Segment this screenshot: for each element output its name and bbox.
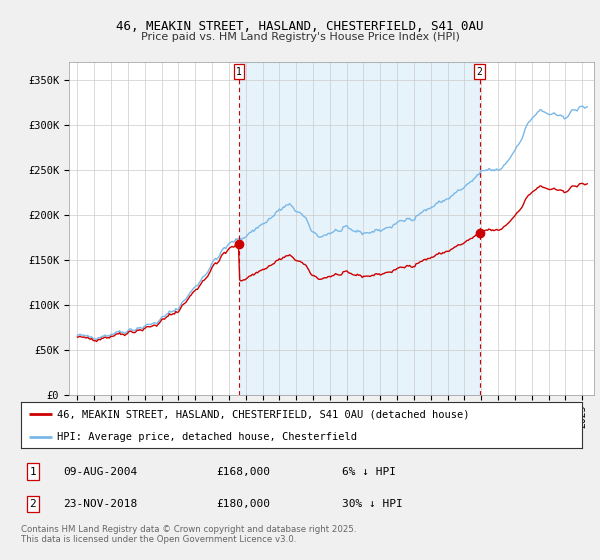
Text: Price paid vs. HM Land Registry's House Price Index (HPI): Price paid vs. HM Land Registry's House … — [140, 32, 460, 42]
Text: 1: 1 — [29, 466, 37, 477]
Text: HPI: Average price, detached house, Chesterfield: HPI: Average price, detached house, Ches… — [58, 432, 358, 441]
Text: 6% ↓ HPI: 6% ↓ HPI — [342, 466, 396, 477]
Text: Contains HM Land Registry data © Crown copyright and database right 2025.
This d: Contains HM Land Registry data © Crown c… — [21, 525, 356, 544]
Text: 09-AUG-2004: 09-AUG-2004 — [63, 466, 137, 477]
Text: £168,000: £168,000 — [216, 466, 270, 477]
Text: 2: 2 — [476, 67, 482, 77]
Text: 30% ↓ HPI: 30% ↓ HPI — [342, 499, 403, 509]
Text: 2: 2 — [29, 499, 37, 509]
Text: 46, MEAKIN STREET, HASLAND, CHESTERFIELD, S41 0AU (detached house): 46, MEAKIN STREET, HASLAND, CHESTERFIELD… — [58, 409, 470, 419]
Text: 23-NOV-2018: 23-NOV-2018 — [63, 499, 137, 509]
Text: 1: 1 — [236, 67, 242, 77]
Text: 46, MEAKIN STREET, HASLAND, CHESTERFIELD, S41 0AU: 46, MEAKIN STREET, HASLAND, CHESTERFIELD… — [116, 20, 484, 32]
Text: £180,000: £180,000 — [216, 499, 270, 509]
